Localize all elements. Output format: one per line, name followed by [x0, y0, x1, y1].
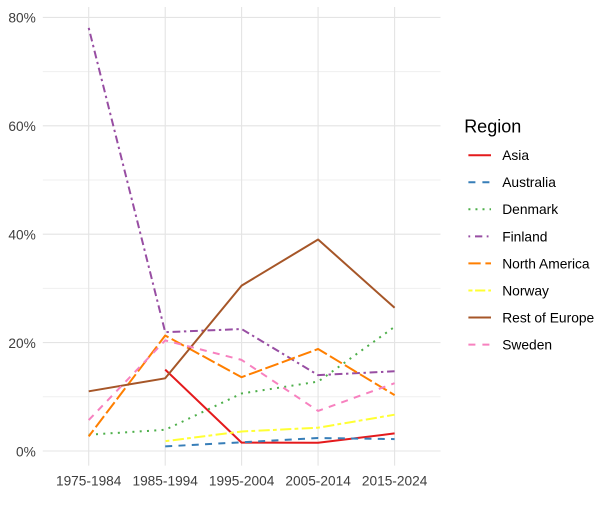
svg-text:Region: Region: [464, 117, 521, 137]
svg-text:2015-2024: 2015-2024: [362, 473, 428, 488]
svg-text:1995-2004: 1995-2004: [209, 473, 275, 488]
svg-text:Asia: Asia: [502, 148, 529, 163]
svg-text:North America: North America: [502, 256, 590, 271]
svg-text:2005-2014: 2005-2014: [285, 473, 351, 488]
svg-text:20%: 20%: [8, 336, 35, 351]
svg-text:Denmark: Denmark: [502, 202, 558, 217]
svg-text:40%: 40%: [8, 228, 35, 243]
svg-text:Sweden: Sweden: [502, 338, 552, 353]
svg-text:60%: 60%: [8, 119, 35, 134]
svg-text:0%: 0%: [16, 444, 36, 459]
svg-text:80%: 80%: [8, 11, 35, 26]
svg-text:Norway: Norway: [502, 283, 549, 298]
svg-text:Finland: Finland: [502, 229, 547, 244]
svg-text:Australia: Australia: [502, 175, 556, 190]
svg-text:1985-1994: 1985-1994: [132, 473, 198, 488]
svg-text:1975-1984: 1975-1984: [56, 473, 122, 488]
svg-text:Rest of Europe: Rest of Europe: [502, 310, 594, 325]
